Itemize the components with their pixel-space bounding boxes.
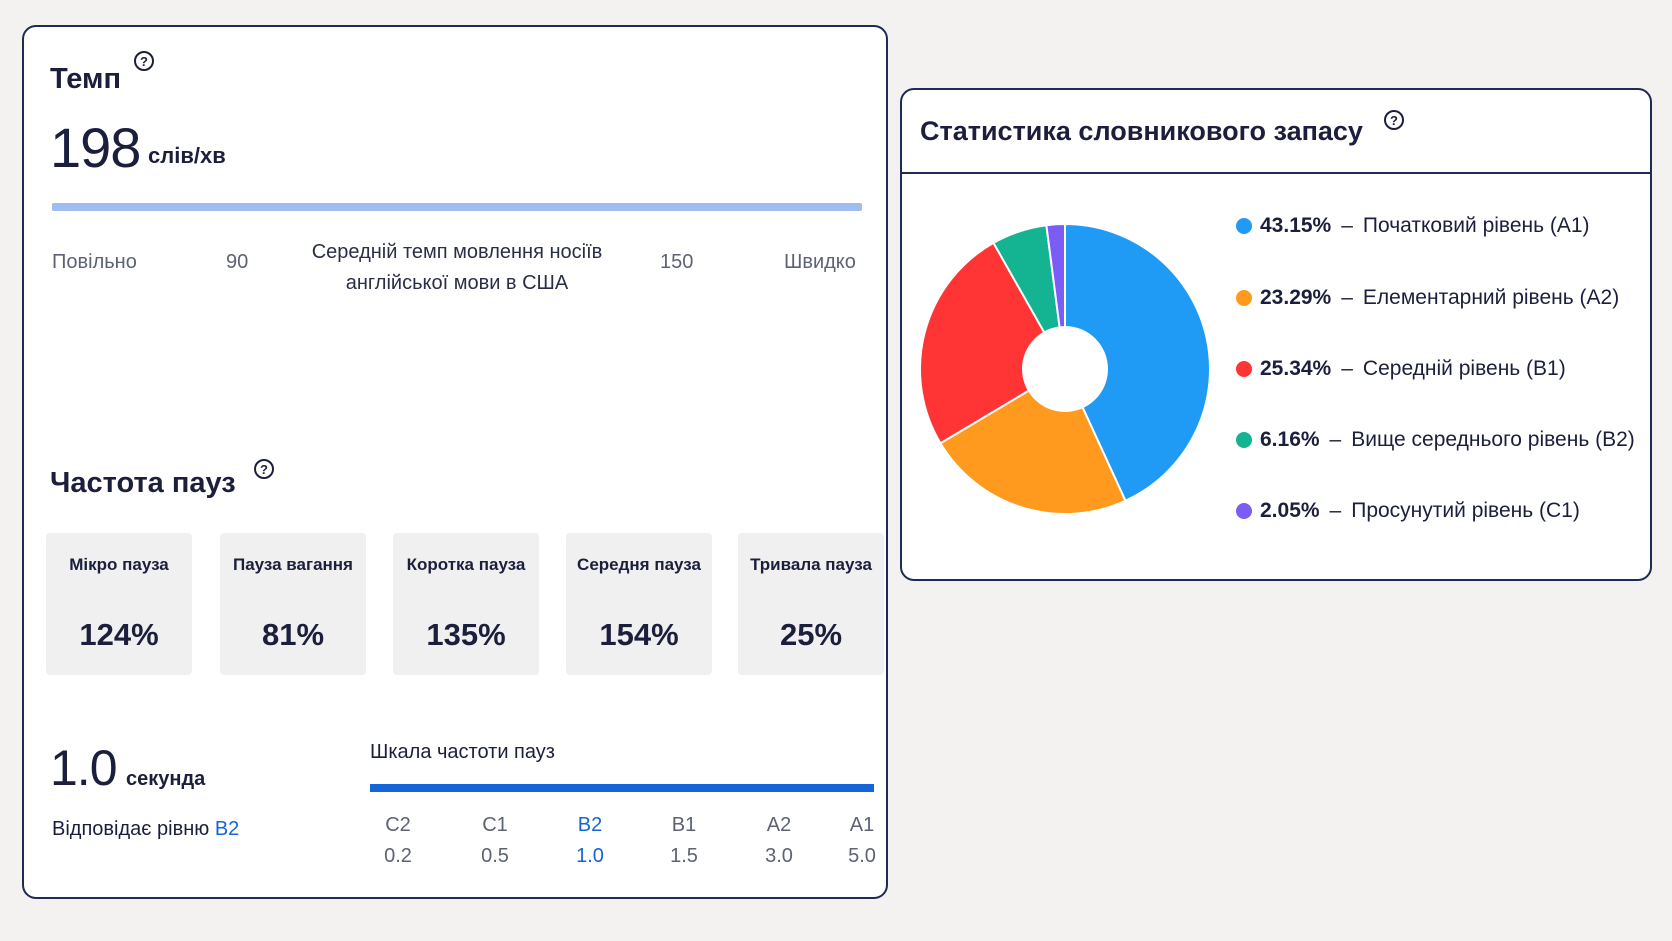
pause-card-medium: Середня пауза 154% (566, 533, 712, 675)
tempo-scale-slow: Повільно (52, 251, 137, 273)
frequency-scale-title: Шкала частоти пауз (370, 741, 555, 763)
legend-item-a2: 23.29% – Елементарний рівень (A2) (1236, 286, 1619, 310)
frequency-value: 0.2 (384, 845, 412, 867)
legend-item-c1: 2.05% – Просунутий рівень (C1) (1236, 499, 1580, 523)
pause-duration-value: 1.0 (50, 740, 118, 796)
frequency-scale-item: B1 1.5 (654, 810, 714, 872)
legend-percent: 6.16% (1260, 428, 1320, 451)
legend-separator: – (1329, 428, 1342, 451)
tempo-scale-center: Середній темп мовлення носіїв англійсько… (311, 241, 603, 294)
pause-value: 25% (779, 617, 843, 652)
pause-value: 81% (261, 617, 325, 652)
level-line: Відповідає рівню B2 (52, 818, 239, 841)
tempo-scale-low: 90 (226, 251, 249, 273)
pause-card-long: Тривала пауза 25% (738, 533, 884, 675)
frequency-value: 0.5 (481, 845, 509, 867)
frequency-scale-item: C1 0.5 (465, 810, 525, 872)
frequency-scale-item: C2 0.2 (368, 810, 428, 872)
pause-value: 154% (599, 617, 679, 652)
tempo-bar (52, 203, 862, 211)
legend-dot (1236, 361, 1252, 377)
help-icon[interactable]: ? (1384, 110, 1404, 130)
vocabulary-card: Статистика словникового запасу ? 43.15% … (900, 88, 1652, 581)
frequency-value: 1.0 (576, 845, 604, 867)
pause-card-short: Коротка пауза 135% (393, 533, 539, 675)
pauses-title: Частота пауз (50, 467, 236, 499)
frequency-value: 1.5 (670, 845, 698, 867)
legend-item-b1: 25.34% – Середній рівень (B1) (1236, 357, 1566, 381)
frequency-level: B2 (577, 814, 603, 836)
vocabulary-donut-chart (920, 224, 1210, 514)
legend-label: Просунутий рівень (C1) (1351, 499, 1580, 522)
pause-label: Мікро пауза (69, 555, 169, 574)
level-text: Відповідає рівню (52, 818, 210, 840)
legend-dot (1236, 503, 1252, 519)
vocabulary-header: Статистика словникового запасу ? (902, 90, 1650, 174)
frequency-level: A2 (766, 814, 792, 836)
legend-separator: – (1341, 214, 1353, 237)
frequency-value: 5.0 (848, 845, 876, 867)
pause-label: Тривала пауза (750, 555, 872, 574)
donut-slice-a1 (1064, 224, 1210, 503)
donut-hole (1022, 326, 1108, 412)
legend-item-b2: 6.16% – Вище середнього рівень (B2) (1236, 428, 1635, 452)
legend-label: Початковий рівень (A1) (1362, 214, 1590, 237)
level-value: B2 (214, 818, 240, 840)
frequency-value: 3.0 (765, 845, 793, 867)
legend-dot (1236, 290, 1252, 306)
legend-dot (1236, 218, 1252, 234)
tempo-value: 198 (50, 116, 141, 179)
tempo-card: Темп ? 198 слів/хв Повільно 90 Середній … (22, 25, 888, 899)
pause-value: 135% (426, 617, 506, 652)
frequency-scale-bar (370, 784, 874, 792)
help-icon[interactable]: ? (134, 51, 154, 71)
pause-label: Середня пауза (577, 555, 701, 574)
legend-label: Середній рівень (B1) (1362, 357, 1566, 380)
pause-label: Пауза вагання (233, 555, 353, 574)
tempo-scale-fast: Швидко (784, 251, 856, 273)
frequency-level: A1 (849, 814, 875, 836)
legend-percent: 25.34% (1260, 357, 1332, 380)
pause-value: 124% (79, 617, 159, 652)
legend-percent: 43.15% (1260, 214, 1332, 237)
pause-card-micro: Мікро пауза 124% (46, 533, 192, 675)
pause-card-hesitation: Пауза вагання 81% (220, 533, 366, 675)
pause-duration-unit: секунда (126, 768, 206, 790)
legend-percent: 23.29% (1260, 286, 1332, 309)
frequency-scale-item: A2 3.0 (749, 810, 809, 872)
legend-separator: – (1329, 499, 1342, 522)
frequency-level: C2 (385, 814, 411, 836)
frequency-level: B1 (671, 814, 697, 836)
tempo-scale-high: 150 (660, 251, 694, 273)
legend-label: Вище середнього рівень (B2) (1351, 428, 1635, 451)
legend-separator: – (1341, 357, 1353, 380)
frequency-level: C1 (482, 814, 508, 836)
legend-separator: – (1341, 286, 1353, 309)
pause-label: Коротка пауза (406, 555, 526, 574)
legend-percent: 2.05% (1260, 499, 1320, 522)
legend-item-a1: 43.15% – Початковий рівень (A1) (1236, 214, 1590, 238)
help-icon[interactable]: ? (254, 459, 274, 479)
frequency-scale-item-active: B2 1.0 (560, 810, 620, 872)
tempo-unit: слів/хв (148, 143, 226, 168)
legend-dot (1236, 432, 1252, 448)
donut-slice-b1 (920, 241, 1067, 445)
legend-label: Елементарний рівень (A2) (1362, 286, 1620, 309)
tempo-title: Темп (50, 63, 121, 95)
frequency-scale-item: A1 5.0 (832, 810, 892, 872)
vocabulary-title: Статистика словникового запасу (920, 116, 1363, 146)
